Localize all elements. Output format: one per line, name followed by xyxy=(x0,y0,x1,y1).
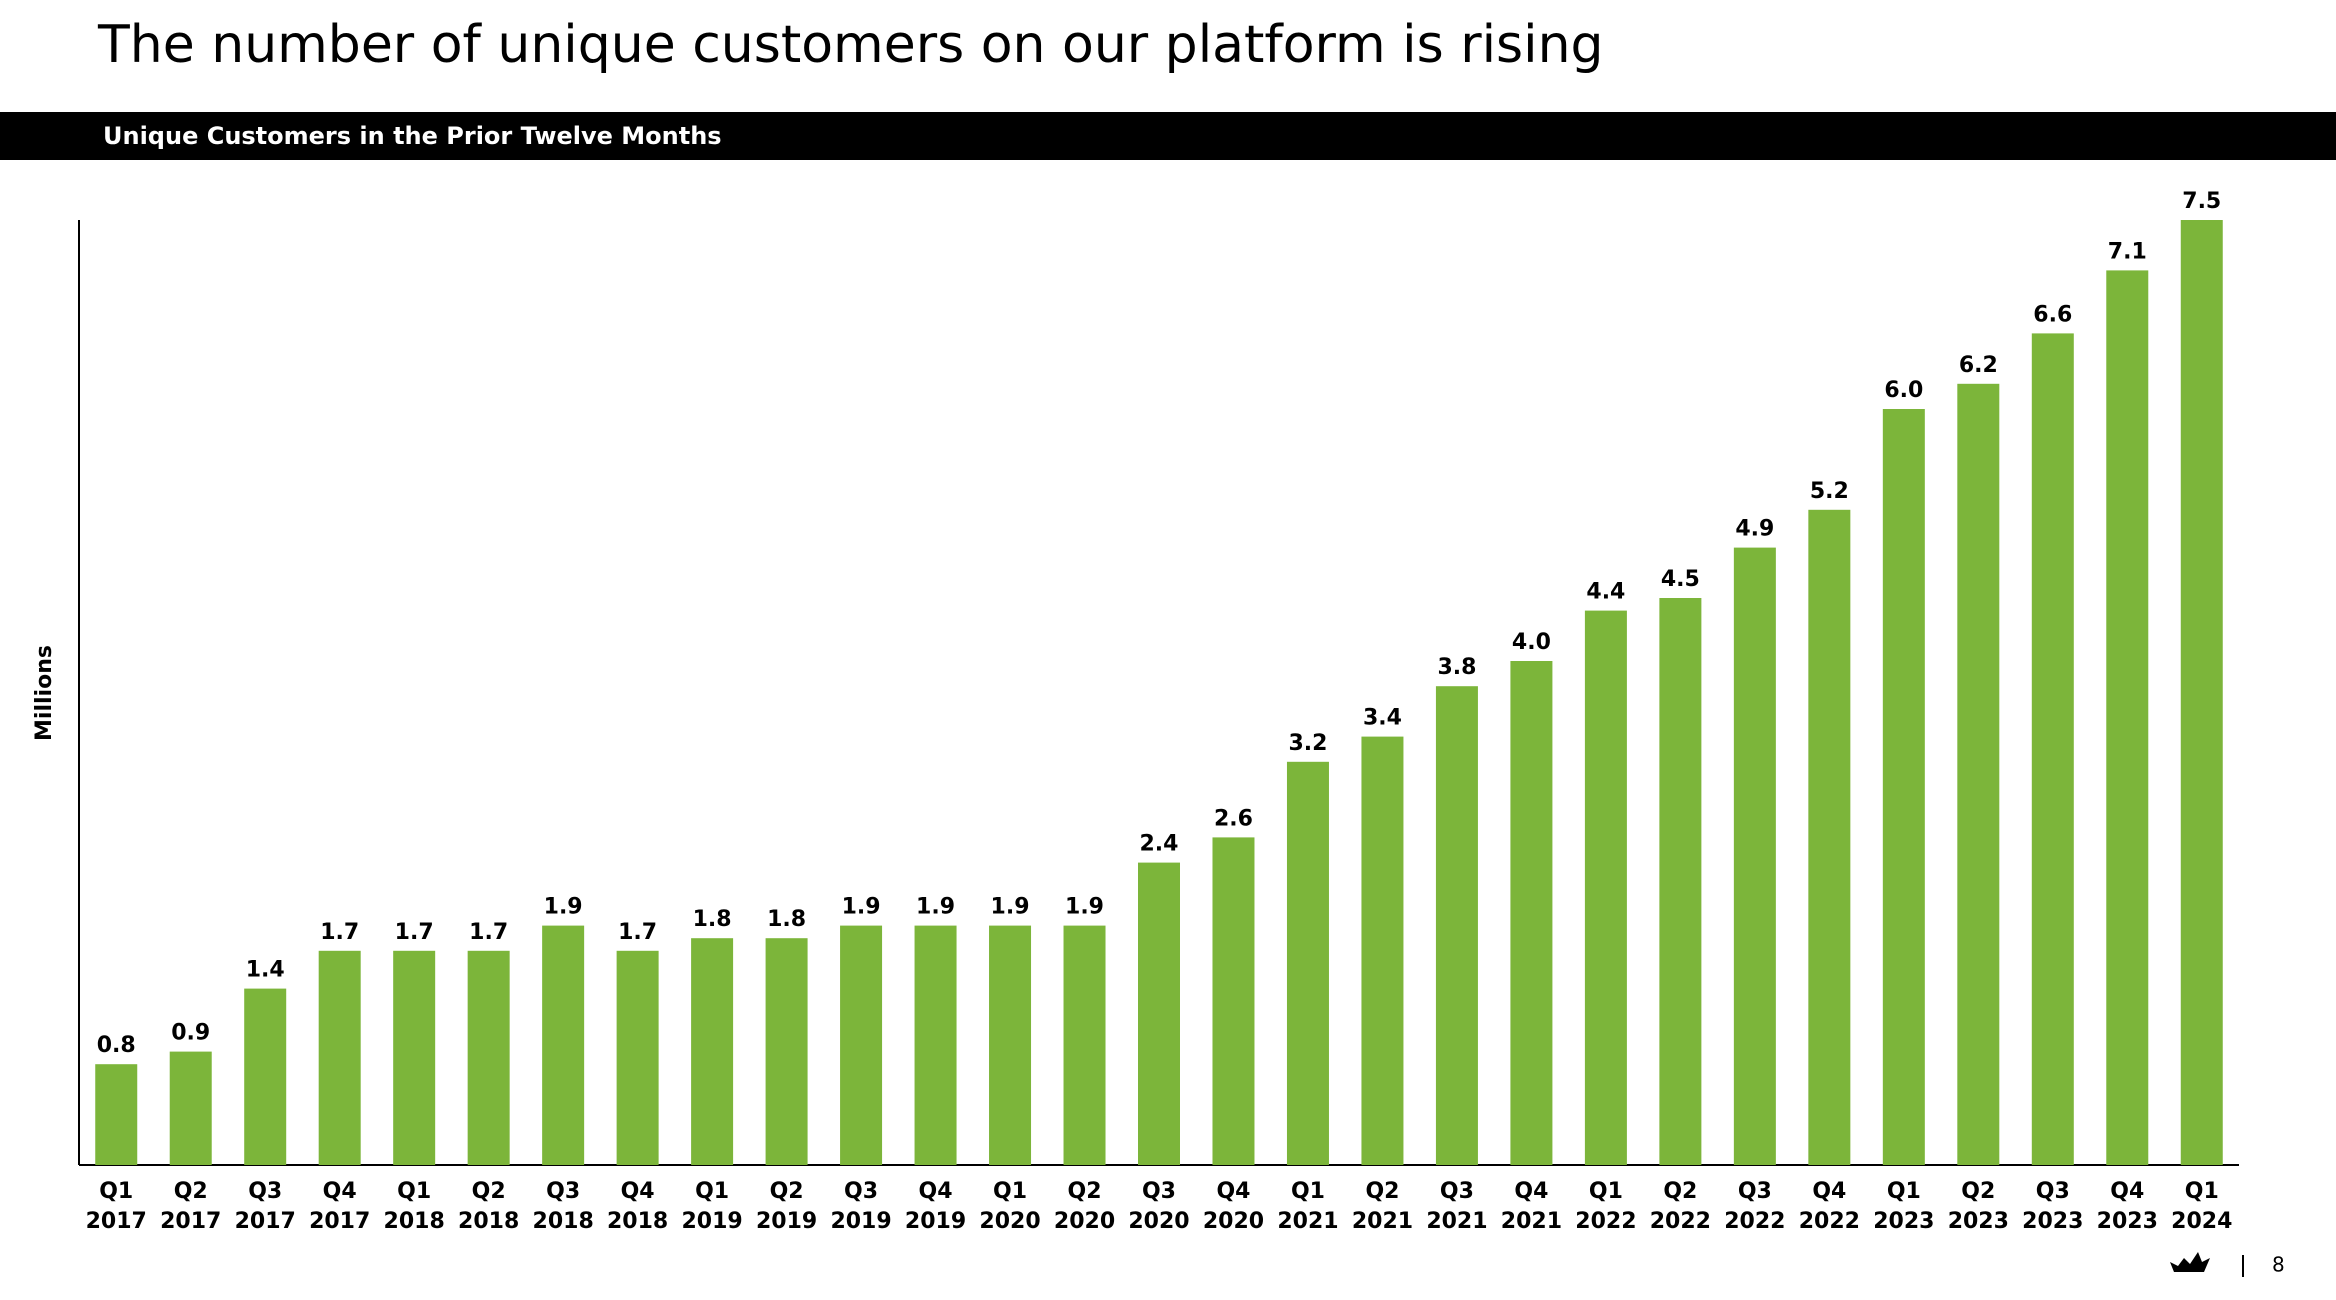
x-tick-label: Q1 2017 xyxy=(86,1179,147,1234)
data-label: 2.6 xyxy=(1214,806,1253,831)
data-label: 1.9 xyxy=(842,895,881,920)
x-tick-label: Q4 2022 xyxy=(1799,1179,1860,1234)
data-label: 1.7 xyxy=(618,920,657,945)
data-label: 4.4 xyxy=(1586,580,1625,605)
x-tick-label: Q2 2023 xyxy=(1948,1179,2009,1234)
x-tick-label: Q2 2018 xyxy=(458,1179,519,1234)
data-label: 1.4 xyxy=(246,958,285,983)
bar xyxy=(989,925,1032,1165)
x-tick-label: Q2 2021 xyxy=(1352,1179,1413,1234)
x-tick-label: Q1 2019 xyxy=(681,1179,742,1234)
page-number: 8 xyxy=(2272,1253,2285,1277)
data-label: 4.9 xyxy=(1735,517,1774,542)
x-tick-label: Q2 2017 xyxy=(160,1179,221,1234)
bar xyxy=(1957,383,2000,1165)
x-tick-label: Q2 2020 xyxy=(1054,1179,1115,1234)
data-label: 1.7 xyxy=(320,920,359,945)
x-tick-label: Q1 2020 xyxy=(979,1179,1040,1234)
bar xyxy=(1138,862,1180,1165)
x-tick-label: Q3 2019 xyxy=(830,1179,891,1234)
subtitle-banner xyxy=(0,112,2336,160)
data-label: 1.9 xyxy=(1065,895,1104,920)
data-label: 1.9 xyxy=(991,895,1030,920)
data-label: 1.8 xyxy=(693,907,732,932)
x-tick-label: Q3 2021 xyxy=(1426,1179,1487,1234)
data-label: 1.7 xyxy=(469,920,508,945)
x-tick-label: Q2 2019 xyxy=(756,1179,817,1234)
data-label: 1.9 xyxy=(544,895,583,920)
x-tick-label: Q3 2023 xyxy=(2022,1179,2083,1234)
bar xyxy=(616,950,659,1165)
data-label: 6.2 xyxy=(1959,353,1998,378)
logo xyxy=(2170,1252,2210,1272)
x-tick-label: Q1 2022 xyxy=(1575,1179,1636,1234)
bar xyxy=(542,925,585,1165)
bar xyxy=(1808,509,1851,1165)
x-tick-label: Q3 2020 xyxy=(1128,1179,1189,1234)
data-label: 1.8 xyxy=(767,907,806,932)
data-label: 1.9 xyxy=(916,895,955,920)
x-tick-label: Q4 2019 xyxy=(905,1179,966,1234)
x-tick-label: Q1 2018 xyxy=(384,1179,445,1234)
x-tick-label: Q4 2020 xyxy=(1203,1179,1264,1234)
x-tick-label: Q4 2018 xyxy=(607,1179,668,1234)
x-tick-label: Q1 2023 xyxy=(1873,1179,1934,1234)
bar xyxy=(2106,270,2149,1165)
bar xyxy=(765,938,808,1165)
bar xyxy=(2180,220,2223,1165)
bar xyxy=(1212,837,1255,1165)
y-axis-label: Millions xyxy=(32,645,57,741)
chart-subtitle: Unique Customers in the Prior Twelve Mon… xyxy=(103,122,722,150)
x-tick-label: Q2 2022 xyxy=(1650,1179,1711,1234)
x-tick-label: Q1 2024 xyxy=(2171,1179,2232,1234)
data-label: 4.5 xyxy=(1661,567,1700,592)
bar xyxy=(840,925,883,1165)
bar xyxy=(1882,409,1925,1165)
x-tick-label: Q1 2021 xyxy=(1277,1179,1338,1234)
data-label: 0.9 xyxy=(171,1021,210,1046)
data-label: 7.1 xyxy=(2108,239,2147,264)
data-label: 2.4 xyxy=(1140,832,1179,857)
data-label: 4.0 xyxy=(1512,630,1551,655)
x-tick-label: Q4 2017 xyxy=(309,1179,370,1234)
bar xyxy=(1063,925,1106,1165)
bar xyxy=(318,950,361,1165)
x-tick-label: Q3 2017 xyxy=(235,1179,296,1234)
data-label: 3.8 xyxy=(1437,655,1476,680)
bar xyxy=(393,950,436,1165)
bar xyxy=(914,925,957,1165)
data-label: 3.4 xyxy=(1363,706,1402,731)
bar xyxy=(1659,598,1702,1165)
data-label: 5.2 xyxy=(1810,479,1849,504)
bar xyxy=(1510,661,1553,1165)
bar xyxy=(1435,686,1478,1165)
data-label: 3.2 xyxy=(1288,731,1327,756)
data-label: 7.5 xyxy=(2182,189,2221,214)
data-label: 6.6 xyxy=(2033,302,2072,327)
x-tick-label: Q3 2022 xyxy=(1724,1179,1785,1234)
data-label: 1.7 xyxy=(395,920,434,945)
bar xyxy=(1286,761,1329,1165)
data-label: 0.8 xyxy=(97,1033,136,1058)
bar xyxy=(1733,547,1776,1165)
bar xyxy=(1361,736,1404,1165)
bar xyxy=(244,988,287,1165)
data-label: 6.0 xyxy=(1884,378,1923,403)
x-tick-label: Q4 2023 xyxy=(2097,1179,2158,1234)
bar xyxy=(1584,610,1627,1165)
slide-title: The number of unique customers on our pl… xyxy=(97,15,1604,75)
x-tick-label: Q4 2021 xyxy=(1501,1179,1562,1234)
x-tick-label: Q3 2018 xyxy=(533,1179,594,1234)
bar xyxy=(691,938,734,1165)
bar xyxy=(2031,333,2074,1165)
bar xyxy=(95,1064,138,1165)
bar xyxy=(169,1051,212,1165)
bar xyxy=(467,950,510,1165)
